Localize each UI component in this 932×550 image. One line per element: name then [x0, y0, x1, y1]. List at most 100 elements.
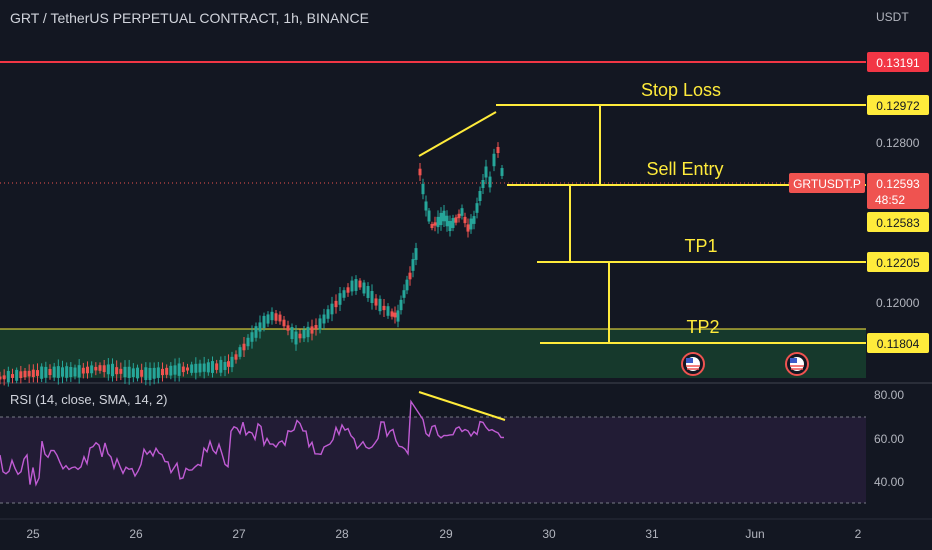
price-pane[interactable] [0, 0, 866, 380]
candle-body [31, 369, 35, 378]
candle-body [106, 364, 110, 375]
candle-body [86, 366, 89, 374]
time-tick: 29 [439, 527, 453, 541]
current-price: 0.12593 [876, 177, 920, 191]
candle-body [492, 153, 496, 167]
sell-entry-label: Sell Entry [646, 159, 723, 179]
candle-body [442, 210, 446, 222]
candle-body [194, 363, 198, 373]
candle-body [144, 367, 148, 381]
candle-body [246, 337, 250, 347]
candle-body [393, 312, 397, 318]
candle-body [274, 313, 278, 321]
candle-body [427, 210, 431, 222]
candle-body [314, 325, 318, 329]
time-tick: Jun [745, 527, 764, 541]
candle-body [81, 367, 85, 374]
candle-body [282, 319, 286, 327]
time-tick: 28 [335, 527, 349, 541]
candle-body [424, 201, 428, 211]
candle-body [202, 363, 206, 372]
candle-body [338, 293, 342, 305]
resistance-price-tag [867, 52, 929, 72]
time-tick: 26 [129, 527, 143, 541]
candle-body [123, 366, 127, 378]
candle-body [148, 367, 152, 381]
candle-body [399, 299, 403, 311]
tp2-price: 0.11804 [877, 337, 920, 351]
stop-loss-label: Stop Loss [641, 80, 721, 100]
candle-body [318, 318, 322, 330]
candle-body [421, 183, 425, 195]
candle-body [451, 218, 455, 228]
candle-body [310, 326, 314, 334]
candle-body [52, 366, 56, 378]
candle-body [23, 370, 27, 378]
event-flag-icon[interactable] [681, 352, 705, 376]
candle-body [258, 322, 262, 332]
candle-body [65, 366, 69, 378]
rsi-indicator-label[interactable]: RSI (14, close, SMA, 14, 2) [10, 392, 168, 407]
candle-body [173, 365, 177, 375]
candle-body [206, 362, 210, 373]
candle-body [298, 333, 302, 339]
tp2-price-tag [867, 333, 929, 353]
candle-body [223, 362, 227, 370]
candle-body [215, 363, 219, 370]
entry-price-tag [867, 212, 929, 232]
rsi-band [0, 417, 866, 503]
candle-body [270, 311, 274, 321]
candle-body [242, 343, 246, 351]
candle-body [198, 363, 202, 373]
current-price-tag [867, 173, 929, 209]
candle-body [115, 367, 119, 375]
candle-body [27, 370, 31, 377]
candle-body [439, 212, 443, 226]
bar-countdown: 48:52 [875, 193, 905, 207]
tp2-label: TP2 [686, 317, 719, 337]
candle-body [119, 368, 123, 374]
candle-body [342, 290, 346, 298]
annotation-drawings [418, 104, 866, 421]
candle-body [408, 272, 412, 280]
candle-body [48, 368, 52, 376]
candle-body [181, 366, 185, 373]
time-tick: 25 [26, 527, 40, 541]
candle-body [40, 366, 44, 379]
candle-body [496, 146, 500, 154]
tp1-label: TP1 [684, 236, 717, 256]
candle-body [0, 376, 2, 380]
candle-body [374, 298, 378, 306]
rsi-line-group [0, 399, 505, 487]
candle-body [386, 306, 390, 316]
candle-body [177, 363, 181, 376]
candle-body [463, 216, 467, 224]
candle-body [481, 180, 485, 188]
rsi-line [0, 399, 505, 487]
candle-body [475, 203, 479, 213]
price-tick: 0.12800 [876, 136, 920, 150]
event-flag-icon[interactable] [785, 352, 809, 376]
stop-loss-price: 0.12972 [876, 99, 920, 113]
candle-body [169, 365, 173, 376]
candle-body [448, 220, 452, 232]
candle-body [488, 176, 492, 188]
candle-body [15, 369, 19, 381]
candle-body [250, 332, 254, 342]
candle-body [98, 365, 102, 371]
stop-loss-price-tag [867, 95, 929, 115]
candle-body [19, 371, 23, 379]
candle-body [354, 279, 358, 291]
candle-body [469, 218, 473, 230]
symbol-tag [789, 173, 865, 193]
candle-body [433, 222, 437, 226]
candle-body [227, 361, 230, 367]
candle-body [262, 315, 266, 329]
candle-body [152, 367, 156, 379]
resistance-price: 0.13191 [876, 56, 920, 70]
candle-body [102, 365, 106, 373]
time-axis[interactable]: 25 26 27 28 29 30 31 Jun 2 [26, 527, 861, 541]
candle-body [454, 217, 458, 223]
